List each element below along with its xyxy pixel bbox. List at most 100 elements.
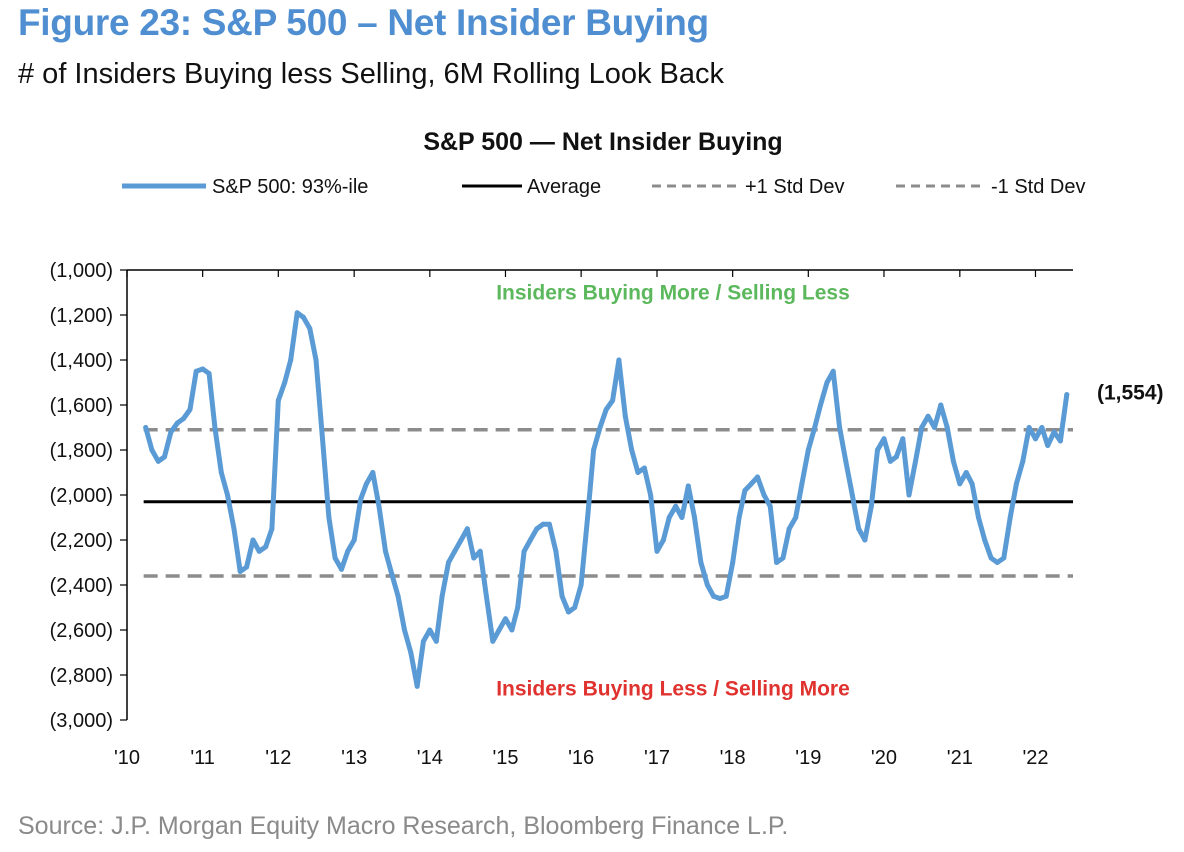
data-point <box>566 609 571 615</box>
series-line-1 <box>143 310 1070 689</box>
data-point <box>174 420 180 426</box>
x-tick-label: '12 <box>265 747 291 769</box>
data-point <box>345 548 351 554</box>
data-point <box>906 492 912 498</box>
data-point <box>446 560 451 565</box>
data-point <box>244 564 250 570</box>
data-point <box>300 314 306 320</box>
data-point <box>988 555 994 561</box>
data-point <box>339 566 344 572</box>
legend-label-2: Average <box>527 176 601 198</box>
data-point <box>932 425 937 430</box>
data-point <box>666 515 672 520</box>
data-point <box>187 407 193 412</box>
annotation-buying-more: Insiders Buying More / Selling Less <box>496 282 850 305</box>
data-point <box>572 605 578 610</box>
data-point <box>938 402 944 408</box>
data-point <box>408 650 414 655</box>
data-point <box>893 454 899 460</box>
data-point <box>193 368 199 374</box>
data-point <box>603 407 609 412</box>
reference-lines <box>143 428 1073 578</box>
data-point <box>275 398 281 403</box>
data-point <box>206 371 212 376</box>
data-point <box>755 474 760 480</box>
data-point <box>402 627 407 633</box>
data-point <box>818 402 823 408</box>
data-point <box>591 447 597 453</box>
data-point <box>1064 392 1070 398</box>
data-point <box>748 481 754 487</box>
data-point <box>1007 515 1013 520</box>
data-point <box>509 627 515 633</box>
y-tick-label: (2,600) <box>50 620 113 642</box>
chart-annotations: Insiders Buying More / Selling Less Insid… <box>496 282 850 701</box>
data-point <box>698 560 704 565</box>
data-point <box>288 357 294 363</box>
data-point <box>363 481 369 487</box>
x-tick-label: '13 <box>341 747 367 769</box>
data-point <box>843 458 849 464</box>
data-point <box>622 413 628 419</box>
data-point <box>585 515 591 520</box>
data-point <box>976 515 981 520</box>
data-point <box>856 526 862 532</box>
y-tick-label: (1,200) <box>50 305 113 327</box>
data-point <box>969 481 975 487</box>
data-point <box>395 593 401 599</box>
data-point <box>527 537 533 543</box>
y-tick-label: (3,000) <box>50 710 113 732</box>
data-point <box>540 521 546 527</box>
data-point <box>370 470 376 475</box>
data-point <box>155 458 161 464</box>
y-tick-label: (2,200) <box>50 530 113 552</box>
data-point <box>913 458 918 464</box>
data-point <box>439 593 445 599</box>
data-point <box>641 465 647 471</box>
data-point <box>282 380 288 385</box>
data-point <box>881 436 887 442</box>
data-point <box>1051 429 1057 435</box>
data-point <box>780 555 786 561</box>
legend-label-3: +1 Std Dev <box>745 176 845 198</box>
data-point <box>181 416 187 421</box>
data-point <box>767 503 773 509</box>
data-point <box>332 555 338 561</box>
data-point <box>837 425 843 430</box>
data-point <box>648 492 654 498</box>
data-point <box>629 447 635 453</box>
data-point <box>553 548 559 554</box>
data-point <box>685 483 691 489</box>
data-point <box>1013 481 1019 487</box>
x-tick-label: '18 <box>720 747 746 769</box>
data-point <box>830 368 836 374</box>
data-point <box>730 560 736 565</box>
data-point <box>218 470 224 475</box>
data-point <box>635 470 641 475</box>
data-point <box>654 548 660 554</box>
data-point <box>231 526 237 532</box>
data-point <box>723 593 729 599</box>
data-point <box>812 425 818 430</box>
data-point <box>313 357 319 363</box>
data-point <box>168 429 174 435</box>
data-point <box>237 569 243 574</box>
y-tick-label: (1,800) <box>50 440 113 462</box>
data-point <box>692 515 697 520</box>
data-point <box>149 447 155 453</box>
y-tick-label: (2,000) <box>50 485 113 507</box>
data-point <box>957 481 963 487</box>
data-point <box>610 398 616 403</box>
data-point <box>559 593 565 599</box>
data-point <box>578 582 584 588</box>
data-point <box>805 447 811 453</box>
data-point <box>471 555 477 561</box>
x-tick-label: '10 <box>114 747 140 769</box>
data-point <box>307 326 313 331</box>
data-point <box>503 616 508 622</box>
data-point <box>868 503 874 509</box>
data-point <box>1039 425 1045 430</box>
data-point <box>1033 436 1038 442</box>
data-point <box>711 593 717 599</box>
figure-subtitle: # of Insiders Buying less Selling, 6M Ro… <box>18 58 725 90</box>
